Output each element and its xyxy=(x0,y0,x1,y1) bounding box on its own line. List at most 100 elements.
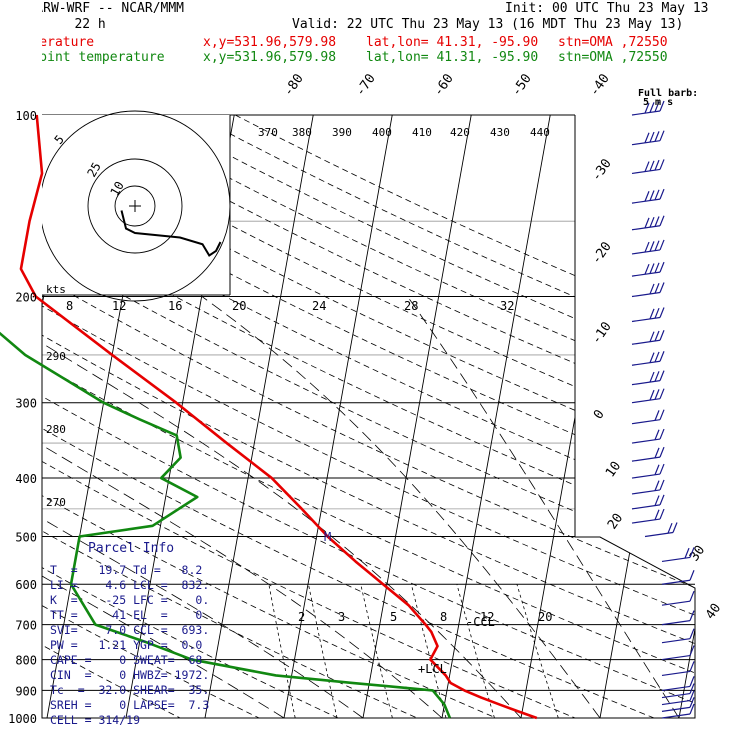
isotherm-right-label: 40 xyxy=(703,601,724,622)
wind-barb xyxy=(631,463,665,479)
theta-e-label: 370 xyxy=(258,126,278,139)
pressure-tick-label: 300 xyxy=(15,397,37,411)
parcel-annotation: -CCL xyxy=(466,615,495,629)
wind-barb xyxy=(631,446,665,462)
parcel-row-t: T = 19.7 Td = 8.2 xyxy=(50,563,202,577)
wind-barb xyxy=(661,547,695,563)
wind-barb xyxy=(661,590,695,606)
plot-frame xyxy=(41,115,696,719)
moist-adiabat xyxy=(407,296,680,718)
hodograph-trace xyxy=(120,210,222,257)
mixing-ratio-label: 2 xyxy=(298,610,305,624)
wind-barb xyxy=(631,428,665,444)
dry-adiabat xyxy=(42,115,655,718)
isotherm-right-label: -30 xyxy=(589,156,615,184)
hodograph-ring-label: 10 xyxy=(107,179,126,199)
wind-barb xyxy=(631,215,665,231)
temperature-profile xyxy=(19,114,538,720)
parcel-row-cape: CAPE = 0 SWEAT= 68 xyxy=(50,653,202,667)
temp-legend-latlon: lat,lon= 41.31, -95.90 xyxy=(366,35,539,50)
isotherm xyxy=(678,115,695,718)
isotherm xyxy=(125,115,235,718)
hodograph-ring xyxy=(114,185,156,227)
dry-adiabat xyxy=(42,115,576,718)
theta-e-label: 410 xyxy=(412,126,432,139)
hodograph-speed-tick: 32 xyxy=(500,299,514,313)
mixing-ratio-label: 5 xyxy=(390,610,397,624)
parcel-row-tt: TT = 41 EL = 0 xyxy=(50,608,202,622)
isotherm xyxy=(204,115,314,718)
hodograph-speed-tick: 28 xyxy=(404,299,418,313)
wind-barb xyxy=(631,100,665,116)
isotherm-right-label: -20 xyxy=(589,239,615,267)
wind-barb xyxy=(661,645,695,661)
pressure-tick-label: 700 xyxy=(15,619,37,633)
wind-barb xyxy=(631,261,665,277)
isotherm-top-label: -80 xyxy=(281,71,307,99)
wind-barb xyxy=(631,239,665,255)
theta-e-label: 430 xyxy=(490,126,510,139)
wind-barb xyxy=(631,370,665,386)
dew-legend-stn: stn=OMA ,72550 xyxy=(558,50,668,65)
wind-barb xyxy=(661,690,695,706)
dry-adiabat xyxy=(42,115,695,718)
wind-barb xyxy=(631,130,665,146)
dry-adiabat xyxy=(153,115,695,718)
wind-barb xyxy=(644,522,678,538)
wind-barb xyxy=(661,676,695,692)
isotherm-right-label: 0 xyxy=(591,407,608,422)
mixing-ratio-line xyxy=(516,584,559,718)
isotherm-top-label: -40 xyxy=(587,71,613,99)
mixing-ratio-line xyxy=(410,584,447,718)
hodograph-speed-tick: 16 xyxy=(168,299,182,313)
mixing-ratio-label: 12 xyxy=(480,610,494,624)
parcel-row-pw: PW = 1.21 YGP = 0.0 xyxy=(50,638,202,652)
hodograph-ring xyxy=(87,158,183,254)
dry-adiabat xyxy=(42,115,695,718)
parcel-row-k: K = -25 LFC = 0. xyxy=(50,593,209,607)
moist-adiabat xyxy=(42,296,364,718)
pressure-tick-label: 200 xyxy=(15,291,37,305)
isotherm-right-label: -10 xyxy=(589,319,615,347)
theta-e-label: 400 xyxy=(372,126,392,139)
theta-e-label: 420 xyxy=(450,126,470,139)
wind-barb xyxy=(661,697,695,712)
parcel-row-sreh: SREH = 0 LAPSE= 7.3 xyxy=(50,698,209,712)
mixing-ratio-label: 3 xyxy=(338,610,345,624)
hodograph-speed-tick: 20 xyxy=(232,299,246,313)
mixing-ratio-label: 8 xyxy=(440,610,447,624)
mixing-ratio-line xyxy=(268,584,296,718)
wind-barb xyxy=(631,409,665,425)
full-barb-units: 5 m s xyxy=(643,97,673,108)
hodograph-speed-tick: 12 xyxy=(112,299,126,313)
full-barb-label: Full barb: xyxy=(638,88,698,99)
dry-adiabat xyxy=(42,115,695,718)
wind-barb xyxy=(631,479,665,495)
pressure-tick-label: 400 xyxy=(15,472,37,486)
isotherm xyxy=(441,115,551,718)
isotherm-right-label: 20 xyxy=(605,511,626,532)
pressure-tick-label: 100 xyxy=(15,109,37,123)
hodograph-speed-tick: 8 xyxy=(66,299,73,313)
pressure-tick-label: 900 xyxy=(15,684,37,698)
isotherm xyxy=(362,115,472,718)
wind-barb xyxy=(631,351,665,366)
dew-legend-xy: x,y=531.96,579.98 xyxy=(203,50,337,65)
temp-legend-stn: stn=OMA ,72550 xyxy=(558,35,668,50)
wind-barb xyxy=(631,159,665,175)
wind-barb xyxy=(661,703,695,719)
parcel-row-cell: CELL = 314/19 xyxy=(50,713,140,727)
wind-barb xyxy=(661,570,695,585)
dry-adiabat xyxy=(42,115,181,718)
dry-adiabat xyxy=(42,115,418,718)
theta-e-label: 380 xyxy=(292,126,312,139)
isotherm-right-label: 30 xyxy=(687,543,708,564)
hodograph-background xyxy=(42,115,230,295)
wind-barb xyxy=(661,661,695,677)
isotherm-top-label: -70 xyxy=(353,71,379,99)
wind-barb xyxy=(631,188,665,204)
mixing-ratio-line xyxy=(308,584,338,718)
parcel-row-svi: SVI= 7.0 CCL = 693. xyxy=(50,623,209,637)
parcel-annotation: +LCL xyxy=(418,662,447,676)
